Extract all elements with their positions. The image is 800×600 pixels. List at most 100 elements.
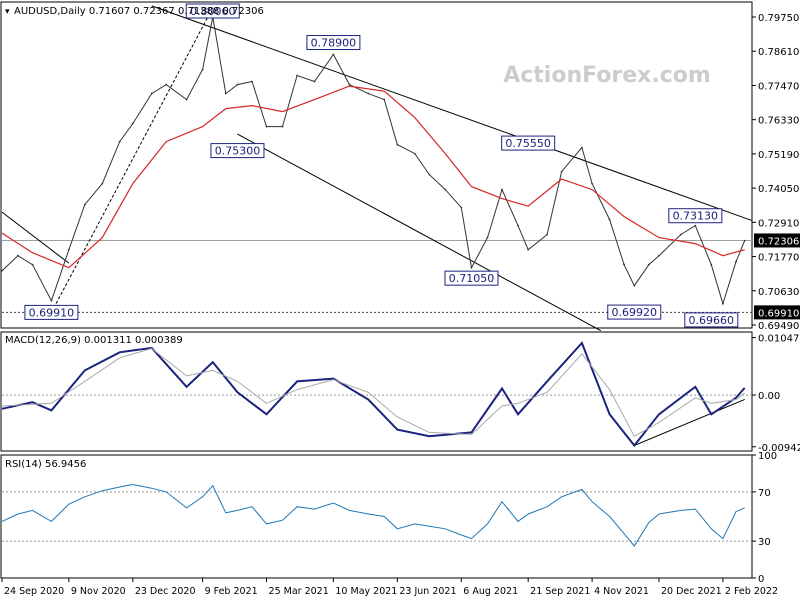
current-price-badge: [754, 233, 800, 248]
price-axis-label: 0.77470: [758, 81, 799, 92]
annotation-box: [501, 135, 556, 151]
price-point: [546, 233, 548, 236]
price-point: [460, 206, 463, 209]
price-axis-label: 0.76330: [758, 116, 799, 127]
channel-lower-line: [237, 133, 602, 332]
price-point: [501, 188, 503, 191]
annotation-box: [444, 270, 499, 286]
price-point: [17, 254, 19, 257]
price-point: [623, 263, 625, 266]
price-axis-label: 0.69490: [758, 321, 799, 332]
price-annotation: 0.69910: [24, 304, 79, 320]
price-axis-label: 0.79750: [758, 13, 799, 24]
annotation-box: [24, 304, 79, 320]
price-annotation: 0.80060: [185, 3, 240, 19]
price-point: [201, 68, 204, 71]
price-point: [658, 254, 660, 257]
date-axis-label: 23 Jun 2021: [399, 586, 456, 597]
price-point: [470, 266, 473, 269]
annotation-box: [668, 208, 723, 224]
support-label: 0.69910: [758, 308, 799, 319]
price-annotation: 0.69920: [607, 304, 662, 320]
price-point: [581, 146, 583, 149]
price-point: [428, 173, 431, 176]
price-point: [150, 92, 153, 95]
price-point: [647, 263, 650, 266]
annotation-label: 0.71050: [449, 272, 495, 285]
price-point: [281, 125, 284, 128]
annotation-label: 0.75550: [505, 137, 551, 150]
price-point: [50, 299, 53, 302]
annotation-label: 0.78900: [311, 37, 357, 50]
price-point: [131, 122, 134, 125]
price-annotation: 0.75550: [501, 135, 556, 151]
watermark: ActionForex.com: [503, 63, 711, 88]
price-point: [527, 248, 530, 251]
price-point: [743, 239, 746, 242]
price-point: [383, 98, 386, 101]
annotation-label: 0.80060: [190, 5, 236, 18]
current-price-label: 0.72306: [758, 236, 799, 247]
early-downtrend-line: [1, 211, 70, 264]
channel-upper-line: [151, 5, 753, 222]
price-point: [101, 182, 104, 185]
annotation-box: [210, 143, 265, 159]
price-point: [31, 263, 34, 266]
date-axis-label: 10 May 2021: [335, 586, 397, 597]
price-point: [517, 224, 519, 227]
price-title: AUDUSD,Daily 0.71607 0.72367 0.71388 0.7…: [14, 6, 264, 17]
date-axis-label: 9 Feb 2021: [205, 586, 258, 597]
rsi-title: RSI(14) 56.9456: [5, 459, 86, 470]
price-axis-label: 0.74050: [758, 184, 799, 195]
price-point: [679, 233, 682, 236]
price-point: [313, 80, 316, 83]
price-point: [185, 98, 188, 101]
annotation-label: 0.69660: [689, 314, 735, 327]
price-point: [332, 53, 335, 56]
price-point: [251, 80, 253, 83]
price-point: [265, 125, 268, 128]
macd-axis-label: 0.00: [758, 391, 780, 402]
rsi-axis-label: 0: [758, 574, 764, 585]
macd-series-signal: [1, 347, 746, 437]
price-point: [83, 203, 86, 206]
price-point: [236, 83, 239, 86]
price-point: [296, 74, 298, 77]
price-point: [633, 284, 636, 287]
support-badge: [754, 305, 800, 320]
dropdown-icon: ▾: [5, 7, 10, 17]
price-point: [560, 170, 563, 173]
macd-support-trendline: [634, 398, 745, 446]
date-axis-label: 20 Dec 2021: [661, 586, 722, 597]
macd-axis-label: -0.009426: [758, 443, 800, 454]
annotation-label: 0.69920: [612, 306, 658, 319]
price-point: [348, 83, 351, 86]
date-axis-label: 6 Aug 2021: [463, 586, 518, 597]
rsi-axis-label: 30: [758, 537, 771, 548]
price-point: [591, 182, 594, 185]
price-point: [735, 260, 737, 263]
rsi-axis-label: 70: [758, 488, 771, 499]
macd-series-macd: [1, 341, 746, 448]
annotation-label: 0.75300: [215, 145, 261, 158]
price-point: [165, 83, 168, 86]
annotation-label: 0.73130: [673, 210, 719, 223]
annotation-box: [185, 3, 240, 19]
date-axis-label: 24 Sep 2020: [4, 586, 64, 597]
price-point: [722, 302, 724, 305]
rsi-series: [1, 483, 745, 547]
annotation-box: [306, 35, 361, 51]
price-point: [396, 143, 399, 146]
price-axis-label: 0.75190: [758, 150, 799, 161]
macd-title: MACD(12,26,9) 0.001311 0.000389: [5, 335, 183, 346]
price-point: [1, 269, 3, 272]
rsi-axis-label: 100: [758, 451, 777, 462]
date-axis-label: 9 Nov 2020: [71, 586, 126, 597]
rsi-panel-frame: [0, 454, 753, 579]
price-panel-frame: [0, 1, 753, 329]
price-point: [67, 248, 70, 251]
annotation-box: [607, 304, 662, 320]
price-point: [710, 263, 713, 266]
annotation-label: 0.69910: [29, 306, 75, 319]
